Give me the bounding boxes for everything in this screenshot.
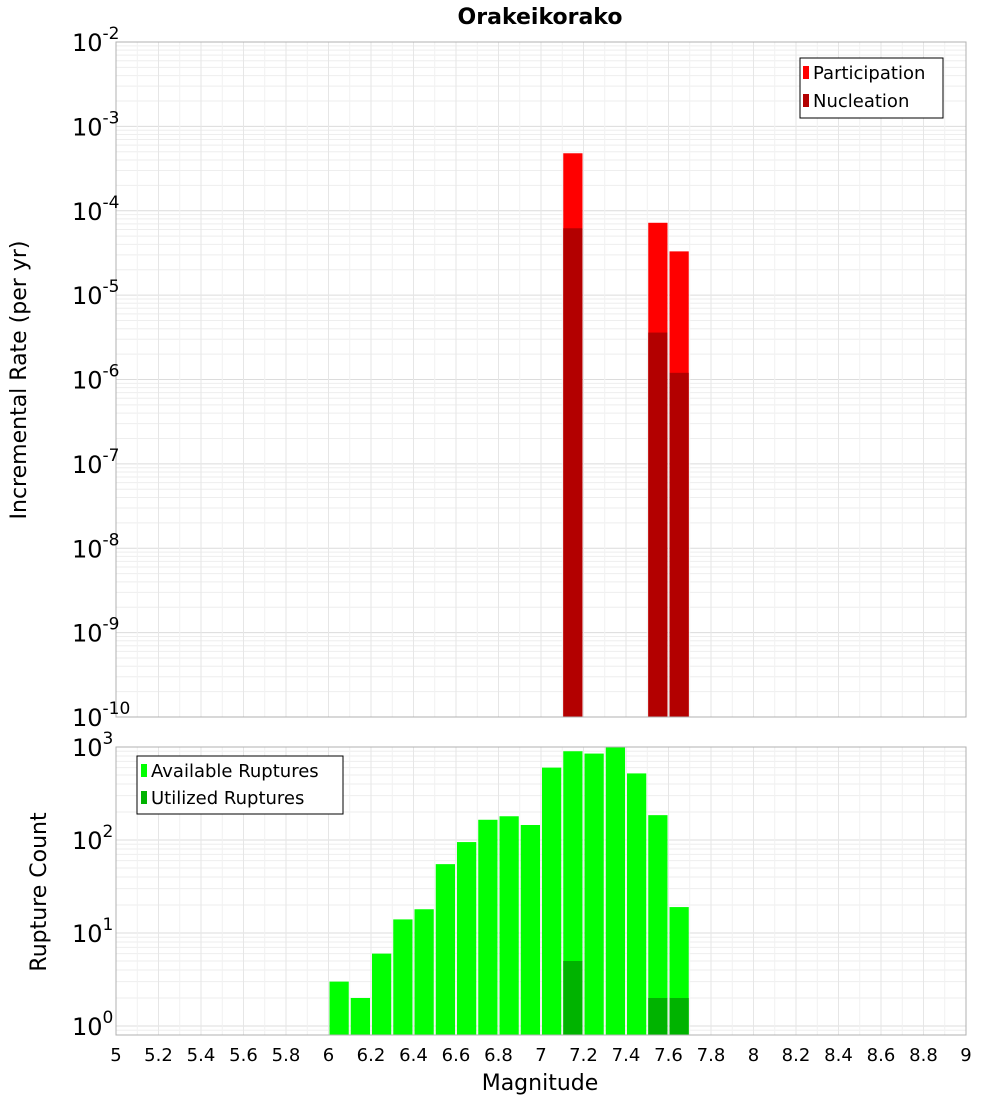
x-tick-label: 6.6 — [442, 1045, 471, 1066]
x-tick-label: 7.2 — [569, 1045, 598, 1066]
bottom-y-ticks: 100 101 102 103 — [72, 729, 113, 1041]
bottom-bar-a — [542, 767, 562, 1035]
bottom-y-tick-label: 103 — [72, 729, 113, 762]
top-y-tick-label: 10-2 — [72, 24, 120, 57]
x-tick-label: 8.4 — [824, 1045, 853, 1066]
x-tick-label: 6.2 — [357, 1045, 386, 1066]
top-y-axis-label: Incremental Rate (per yr) — [7, 241, 32, 520]
top-y-tick-label: 10-10 — [72, 699, 130, 732]
bottom-bar-a — [329, 981, 349, 1035]
x-tick-label: 9 — [960, 1045, 971, 1066]
bottom-panel: 100 101 102 103 5 5.2 5.4 5.6 5.8 6 6.2 6.4 6.6 6.8 7… — [27, 729, 972, 1096]
bottom-bar-a — [648, 815, 668, 1035]
top-grid — [115, 42, 967, 718]
x-tick-label: 5.8 — [272, 1045, 301, 1066]
bottom-bar-a — [435, 864, 455, 1035]
top-y-tick-label: 10-9 — [72, 615, 120, 648]
bottom-bar-b — [648, 997, 668, 1035]
x-tick-label: 7 — [535, 1045, 546, 1066]
bottom-bar-a — [499, 816, 519, 1035]
top-bars — [563, 153, 689, 718]
bottom-bar-a — [605, 747, 625, 1035]
x-tick-label: 7.8 — [697, 1045, 726, 1066]
x-tick-label: 8 — [748, 1045, 759, 1066]
x-tick-label: 8.8 — [909, 1045, 938, 1066]
top-plot-frame — [115, 41, 967, 718]
bottom-plot-frame — [115, 746, 967, 1036]
x-axis-label: Magnitude — [482, 1071, 599, 1096]
bottom-y-tick-label: 102 — [72, 822, 113, 855]
legend-label-nucleation: Nucleation — [813, 91, 909, 112]
bottom-y-tick-label: 100 — [72, 1008, 113, 1041]
top-y-tick-label: 10-7 — [72, 446, 120, 479]
legend-swatch-available — [141, 764, 147, 777]
x-tick-label: 6.4 — [399, 1045, 428, 1066]
x-tick-label: 7.6 — [654, 1045, 683, 1066]
bottom-bar-a — [457, 842, 477, 1035]
bottom-bar-b — [669, 997, 689, 1035]
top-legend: Participation Nucleation — [799, 57, 944, 119]
x-ticks: 5 5.2 5.4 5.6 5.8 6 6.2 6.4 6.6 6.8 7 7.2 7.4 7.6 7.8 8… — [110, 1045, 971, 1066]
bottom-bar-a — [393, 919, 413, 1035]
x-tick-label: 8.6 — [867, 1045, 896, 1066]
x-tick-label: 5 — [110, 1045, 121, 1066]
bottom-bar-a — [520, 824, 540, 1035]
bottom-bar-a — [414, 909, 434, 1035]
bottom-bar-a — [350, 997, 370, 1035]
bottom-legend-box — [136, 755, 344, 815]
top-bar-b — [648, 332, 668, 717]
bottom-y-tick-label: 101 — [72, 915, 113, 948]
top-panel: 10-10 10-9 10-8 10-7 10-6 10-5 10-4 10-3 10-2 In… — [7, 24, 967, 732]
bottom-bar-b — [563, 960, 583, 1035]
top-y-tick-label: 10-3 — [72, 108, 120, 141]
bottom-legend: Available Ruptures Utilized Ruptures — [136, 755, 344, 815]
top-bar-b — [669, 372, 689, 717]
top-bar-b — [563, 228, 583, 717]
top-y-tick-label: 10-8 — [72, 530, 120, 563]
x-tick-label: 5.4 — [187, 1045, 216, 1066]
bottom-bars — [329, 747, 689, 1035]
legend-swatch-nucleation — [803, 94, 809, 107]
top-y-ticks: 10-10 10-9 10-8 10-7 10-6 10-5 10-4 10-3 10-2 — [72, 24, 130, 732]
top-legend-box — [799, 57, 944, 119]
x-tick-label: 6.8 — [484, 1045, 513, 1066]
top-y-tick-label: 10-6 — [72, 362, 120, 395]
x-tick-label: 6 — [323, 1045, 334, 1066]
x-tick-label: 5.2 — [144, 1045, 173, 1066]
bottom-bar-a — [372, 953, 392, 1035]
x-tick-label: 7.4 — [612, 1045, 641, 1066]
bottom-bar-a — [478, 819, 498, 1035]
bottom-y-axis-label: Rupture Count — [27, 812, 52, 972]
legend-swatch-utilized — [141, 791, 147, 804]
legend-label-available: Available Ruptures — [151, 761, 319, 782]
top-y-tick-label: 10-5 — [72, 277, 120, 310]
bottom-bar-a — [627, 773, 647, 1035]
legend-swatch-participation — [803, 66, 809, 79]
x-tick-label: 8.2 — [782, 1045, 811, 1066]
legend-label-participation: Participation — [813, 63, 925, 84]
x-tick-label: 5.6 — [229, 1045, 258, 1066]
chart-title: Orakeikorako — [458, 5, 623, 30]
top-y-tick-label: 10-4 — [72, 193, 120, 226]
bottom-bar-a — [584, 753, 604, 1035]
legend-label-utilized: Utilized Ruptures — [151, 788, 304, 809]
